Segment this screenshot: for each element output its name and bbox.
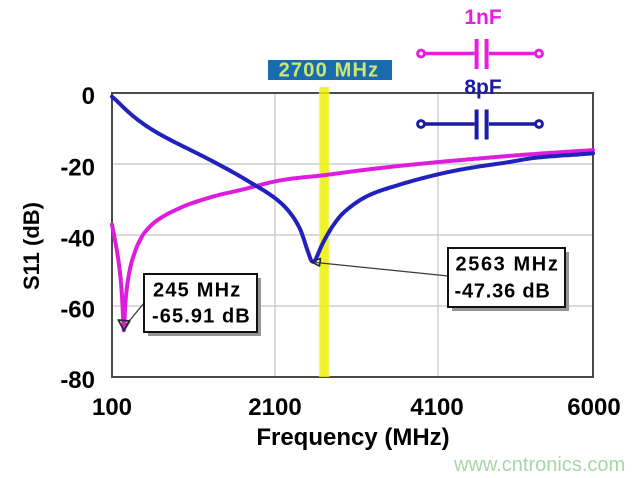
svg-text:8pF: 8pF [464,76,502,99]
svg-text:2563 MHz: 2563 MHz [456,254,560,276]
svg-text:-47.36 dB: -47.36 dB [455,281,551,303]
svg-text:-80: -80 [60,367,95,394]
svg-text:4100: 4100 [410,394,463,421]
svg-text:-60: -60 [60,297,95,324]
svg-text:S11 (dB): S11 (dB) [19,202,44,290]
svg-text:-40: -40 [60,226,95,253]
svg-text:1nF: 1nF [464,6,502,29]
svg-text:-20: -20 [60,155,95,182]
svg-text:www.cntronics.com: www.cntronics.com [453,454,625,476]
svg-text:6000: 6000 [567,394,620,421]
svg-text:245 MHz: 245 MHz [153,280,241,302]
svg-text:0: 0 [82,83,95,110]
svg-text:100: 100 [92,394,132,421]
svg-text:Frequency (MHz): Frequency (MHz) [256,424,449,451]
svg-text:-65.91 dB: -65.91 dB [152,306,251,328]
svg-text:2100: 2100 [248,394,301,421]
svg-text:2700 MHz: 2700 MHz [279,60,380,82]
